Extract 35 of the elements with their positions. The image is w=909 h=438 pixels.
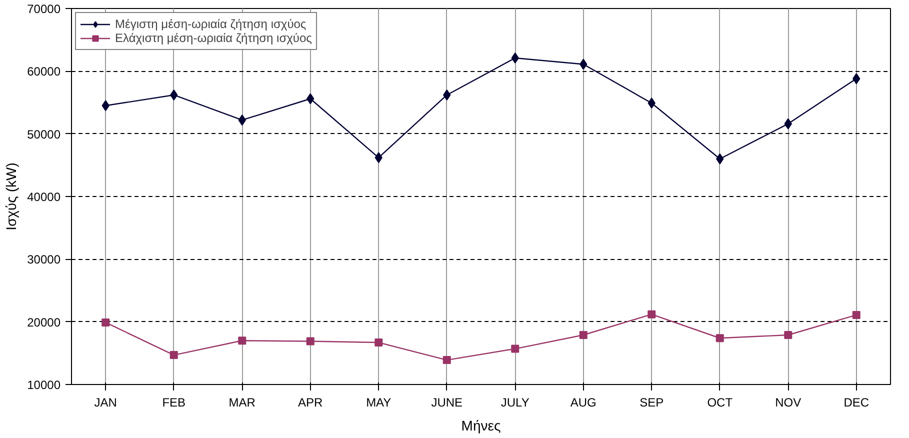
y-tick-label: 40000: [27, 190, 61, 204]
point: [511, 344, 520, 353]
y-tick-label: 70000: [27, 2, 61, 16]
point: [306, 337, 314, 346]
y-tick-label: 50000: [27, 127, 61, 142]
point: [648, 310, 656, 318]
point: [852, 310, 860, 319]
y-tick-label: 60000: [27, 64, 61, 79]
x-tick-label: MAY: [366, 396, 392, 410]
x-tick-label: JULY: [500, 396, 530, 410]
x-tick-label: MAR: [228, 396, 256, 410]
x-tick-label: SEP: [640, 396, 664, 410]
point: [170, 351, 178, 360]
x-tick-label: JUNE: [431, 396, 463, 410]
legend-label: Μέγιστη μέση-ωριαία ζήτηση ισχύος: [115, 17, 306, 31]
x-axis-title: Μήνες: [461, 418, 501, 434]
point: [716, 334, 724, 342]
point: [374, 338, 383, 347]
x-tick-label: FEB: [162, 396, 186, 410]
y-tick-label: 30000: [27, 252, 61, 267]
point: [784, 330, 792, 339]
point: [579, 330, 588, 339]
x-tick-label: NOV: [775, 396, 802, 410]
x-tick-label: JAN: [94, 396, 117, 410]
x-tick-label: DEC: [844, 396, 870, 410]
x-tick-label: AUG: [570, 396, 596, 410]
y-tick-label: 20000: [27, 315, 61, 330]
point: [102, 318, 110, 326]
point: [442, 356, 451, 364]
legend-label: Ελάχιστη μέση-ωριαία ζήτηση ισχύος: [115, 31, 312, 45]
y-tick-label: 10000: [27, 378, 61, 392]
point: [238, 336, 246, 345]
x-tick-label: APR: [298, 396, 324, 410]
x-tick-label: OCT: [707, 396, 734, 410]
y-axis-title: Ισχύς (kW): [3, 162, 20, 230]
